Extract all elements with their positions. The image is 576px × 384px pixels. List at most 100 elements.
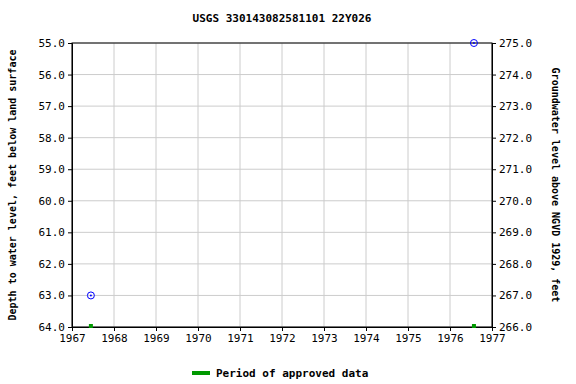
tick-mark	[324, 327, 325, 331]
tick-label: 1968	[101, 332, 128, 345]
tick-mark	[114, 327, 115, 331]
tick-mark	[68, 201, 72, 202]
tick: 275.0	[492, 37, 532, 50]
tick-mark	[492, 43, 496, 44]
tick: 269.0	[492, 226, 532, 239]
tick: 55.0	[39, 37, 73, 50]
tick-label: 61.0	[39, 226, 66, 239]
grid-line	[72, 232, 492, 233]
tick-label: 57.0	[39, 100, 66, 113]
tick: 56.0	[39, 69, 73, 82]
legend: Period of approved data	[192, 367, 368, 380]
tick-mark	[366, 327, 367, 331]
tick-label: 1969	[143, 332, 170, 345]
tick: 274.0	[492, 69, 532, 82]
tick-mark	[68, 43, 72, 44]
data-point	[470, 40, 477, 47]
tick: 1970	[185, 327, 212, 345]
tick-label: 271.0	[499, 163, 532, 176]
tick: 270.0	[492, 195, 532, 208]
tick-label: 269.0	[499, 226, 532, 239]
tick: 64.0	[39, 321, 73, 334]
tick-label: 1972	[269, 332, 296, 345]
legend-swatch	[192, 371, 210, 375]
tick: 1969	[143, 327, 170, 345]
tick-label: 64.0	[39, 321, 66, 334]
y-axis: 55.0 56.0 57.0 58.0 59.0 60.0 61.0 62.0 63.0 64.0	[39, 37, 73, 334]
grid-line	[72, 137, 492, 138]
grid-line	[240, 43, 241, 327]
data-point-center	[473, 42, 475, 44]
tick: 272.0	[492, 132, 532, 145]
data-point	[87, 292, 94, 299]
tick-label: 60.0	[39, 195, 66, 208]
tick: 1968	[101, 327, 128, 345]
tick-mark	[492, 264, 496, 265]
tick-label: 1976	[437, 332, 464, 345]
tick-label: 63.0	[39, 289, 66, 302]
tick: 267.0	[492, 289, 532, 302]
tick-label: 275.0	[499, 37, 532, 50]
tick-mark	[68, 169, 72, 170]
tick: 273.0	[492, 100, 532, 113]
tick-mark	[282, 327, 283, 331]
approved-marker	[89, 324, 93, 328]
grid-line	[72, 200, 492, 201]
tick: 59.0	[39, 163, 73, 176]
tick-label: 59.0	[39, 163, 66, 176]
x-axis: 1967196819691970197119721973197419751976…	[59, 327, 506, 345]
legend-label: Period of approved data	[216, 367, 368, 380]
grid-line	[156, 43, 157, 327]
tick-label: 1970	[185, 332, 212, 345]
tick: 60.0	[39, 195, 73, 208]
tick-label: 268.0	[499, 258, 532, 271]
tick-mark	[68, 295, 72, 296]
tick-label: 272.0	[499, 132, 532, 145]
tick: 62.0	[39, 258, 73, 271]
tick-mark	[240, 327, 241, 331]
tick: 1972	[269, 327, 296, 345]
tick: 271.0	[492, 163, 532, 176]
tick-mark	[68, 232, 72, 233]
grid-line	[408, 43, 409, 327]
tick-label: 56.0	[39, 69, 66, 82]
tick-mark	[68, 264, 72, 265]
approved-marker	[472, 324, 476, 328]
tick: 63.0	[39, 289, 73, 302]
chart: 1967196819691970197119721973197419751976…	[0, 0, 576, 384]
grid-line	[72, 169, 492, 170]
tick-label: 1974	[353, 332, 380, 345]
tick-mark	[68, 327, 72, 328]
grid-line	[72, 263, 492, 264]
tick-mark	[68, 106, 72, 107]
tick-label: 274.0	[499, 69, 532, 82]
tick: 1974	[353, 327, 380, 345]
plot-frame	[72, 43, 492, 327]
tick-mark	[492, 232, 496, 233]
tick: 268.0	[492, 258, 532, 271]
tick-label: 58.0	[39, 132, 66, 145]
tick-label: 266.0	[499, 321, 532, 334]
grid-line	[198, 43, 199, 327]
marks	[87, 40, 477, 329]
tick-label: 1973	[311, 332, 338, 345]
axis-line	[73, 328, 493, 332]
data-point-center	[90, 294, 92, 296]
grid-line	[114, 43, 115, 327]
tick-mark	[68, 75, 72, 76]
tick: 1976	[437, 327, 464, 345]
title: USGS 330143082581101 22Y026	[193, 12, 372, 25]
grid-line	[72, 74, 492, 75]
grid-line	[324, 43, 325, 327]
tick-mark	[450, 327, 451, 331]
tick-mark	[492, 327, 496, 328]
y2-axis-title: Groundwater level above NGVD 1929, feet	[550, 68, 561, 303]
tick-label: 62.0	[39, 258, 66, 271]
tick-label: 270.0	[499, 195, 532, 208]
tick-label: 273.0	[499, 100, 532, 113]
point-group	[470, 40, 477, 47]
grid-line	[72, 106, 492, 107]
tick: 1975	[395, 327, 422, 345]
tick-label: 1975	[395, 332, 422, 345]
tick: 61.0	[39, 226, 73, 239]
